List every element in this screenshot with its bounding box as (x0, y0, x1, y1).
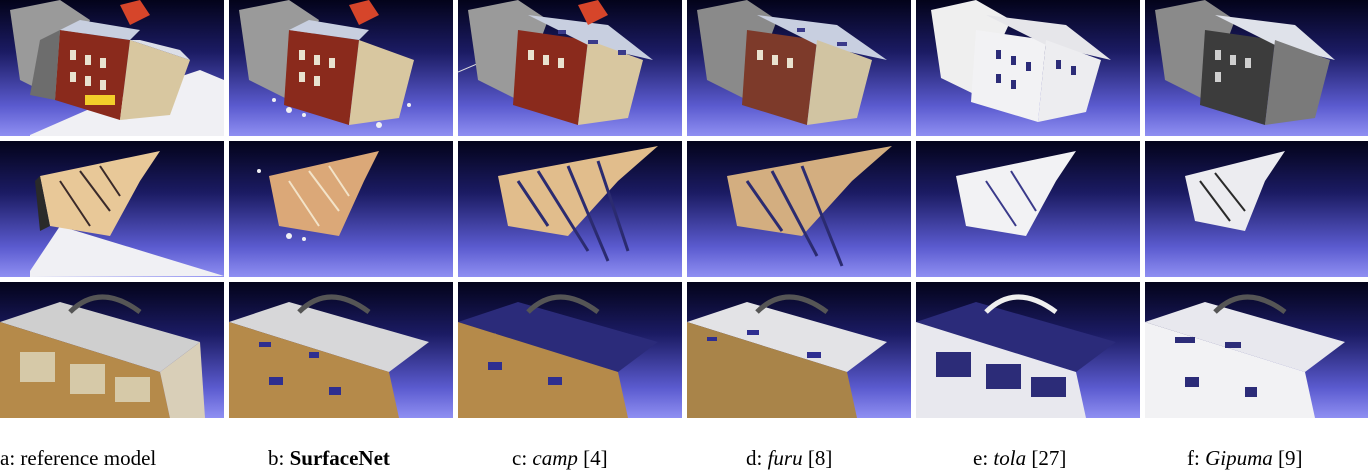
cell-d-bird (687, 141, 911, 277)
caption-c: c: camp [4] (512, 446, 608, 470)
bird-camp-render (498, 146, 658, 262)
building-camp-render (458, 0, 653, 125)
box-surfacenet-render (229, 294, 429, 418)
cell-a-building (0, 0, 224, 136)
cell-e-building (916, 0, 1140, 136)
caption-method: SurfaceNet (289, 446, 390, 470)
caption-method: camp (532, 446, 578, 470)
caption-method: tola (993, 446, 1027, 470)
cell-c-building (458, 0, 682, 136)
box-furu-render (687, 294, 887, 418)
building-gipuma-render (1155, 0, 1335, 125)
bird-gipuma-render (1185, 151, 1285, 231)
cell-f-building (1145, 0, 1368, 136)
cell-f-box (1145, 282, 1368, 418)
cell-b-bird (229, 141, 453, 277)
bird-surfacenet-render (257, 151, 379, 241)
box-tola-render (916, 294, 1116, 418)
reconstruction-figure-grid (0, 0, 1368, 418)
box-reference-render (0, 294, 205, 418)
caption-e: e: tola [27] (973, 446, 1067, 470)
bird-reference-render (30, 151, 224, 277)
bird-tola-render (956, 151, 1076, 236)
cell-c-box (458, 282, 682, 418)
cell-d-box (687, 282, 911, 418)
cell-e-box (916, 282, 1140, 418)
caption-d: d: furu [8] (746, 446, 833, 470)
cell-d-building (687, 0, 911, 136)
cell-a-box (0, 282, 224, 418)
cell-e-bird (916, 141, 1140, 277)
caption-a: a: reference model (0, 446, 157, 470)
box-gipuma-render (1145, 294, 1345, 418)
caption-method: furu (767, 446, 803, 470)
cell-f-bird (1145, 141, 1368, 277)
building-reference-render (10, 0, 224, 136)
caption-method: reference model (20, 446, 157, 470)
caption-f: f: Gipuma [9] (1187, 446, 1303, 470)
building-surfacenet-render (239, 0, 414, 128)
cell-a-bird (0, 141, 224, 277)
box-camp-render (458, 294, 658, 418)
caption-method: Gipuma (1205, 446, 1273, 470)
cell-b-building (229, 0, 453, 136)
caption-b: b: SurfaceNet (268, 446, 390, 470)
cell-b-box (229, 282, 453, 418)
building-tola-render (931, 0, 1111, 122)
building-furu-render (697, 0, 887, 125)
cell-c-bird (458, 141, 682, 277)
bird-furu-render (727, 146, 892, 267)
